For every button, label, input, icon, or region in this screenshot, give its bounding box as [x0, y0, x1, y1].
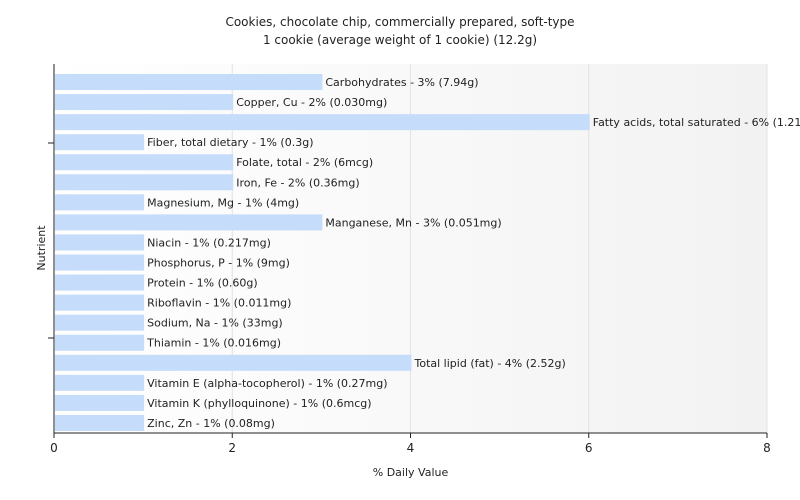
x-tick-label: 2: [228, 441, 236, 455]
bar: [55, 374, 145, 391]
bar: [55, 414, 145, 431]
bar-label: Magnesium, Mg - 1% (4mg): [147, 196, 299, 209]
bar-label: Total lipid (fat) - 4% (2.52g): [414, 357, 566, 370]
bar-label: Thiamin - 1% (0.016mg): [146, 337, 281, 350]
bar-label: Sodium, Na - 1% (33mg): [147, 317, 283, 330]
bar: [55, 234, 145, 251]
bar-label: Carbohydrates - 3% (7.94g): [325, 76, 478, 89]
x-axis-title: % Daily Value: [373, 466, 449, 479]
bar-label: Protein - 1% (0.60g): [147, 277, 258, 290]
bar-label: Manganese, Mn - 3% (0.051mg): [325, 216, 501, 229]
bar-label: Riboflavin - 1% (0.011mg): [147, 297, 291, 310]
x-tick-label: 0: [50, 441, 58, 455]
bar: [55, 334, 145, 351]
bar: [55, 114, 590, 131]
bar-label: Niacin - 1% (0.217mg): [147, 236, 271, 249]
bar: [55, 74, 323, 91]
bar-label: Fatty acids, total saturated - 6% (1.214…: [593, 116, 800, 129]
bar-label: Vitamin K (phylloquinone) - 1% (0.6mcg): [147, 397, 371, 410]
chart-title: Cookies, chocolate chip, commercially pr…: [225, 15, 575, 29]
chart-subtitle: 1 cookie (average weight of 1 cookie) (1…: [262, 33, 538, 47]
bar: [55, 394, 145, 411]
bar-label: Fiber, total dietary - 1% (0.3g): [147, 136, 313, 149]
bar-label: Zinc, Zn - 1% (0.08mg): [147, 417, 275, 430]
bar-label: Vitamin E (alpha-tocopherol) - 1% (0.27m…: [147, 377, 387, 390]
bar: [55, 214, 323, 231]
bar: [55, 134, 145, 151]
bar: [55, 274, 145, 291]
bar: [55, 354, 412, 371]
bar-label: Copper, Cu - 2% (0.030mg): [236, 96, 387, 109]
bar: [55, 314, 145, 331]
bar: [55, 194, 145, 211]
bar: [55, 154, 234, 171]
bar-label: Folate, total - 2% (6mcg): [236, 156, 373, 169]
bar: [55, 294, 145, 311]
x-tick-label: 6: [585, 441, 593, 455]
x-tick-label: 8: [763, 441, 771, 455]
x-tick-label: 4: [407, 441, 415, 455]
bar-label: Iron, Fe - 2% (0.36mg): [236, 176, 359, 189]
bar: [55, 174, 234, 191]
y-axis-title: Nutrient: [35, 225, 48, 271]
bar: [55, 94, 234, 111]
bar: [55, 254, 145, 271]
bar-label: Phosphorus, P - 1% (9mg): [147, 257, 290, 270]
